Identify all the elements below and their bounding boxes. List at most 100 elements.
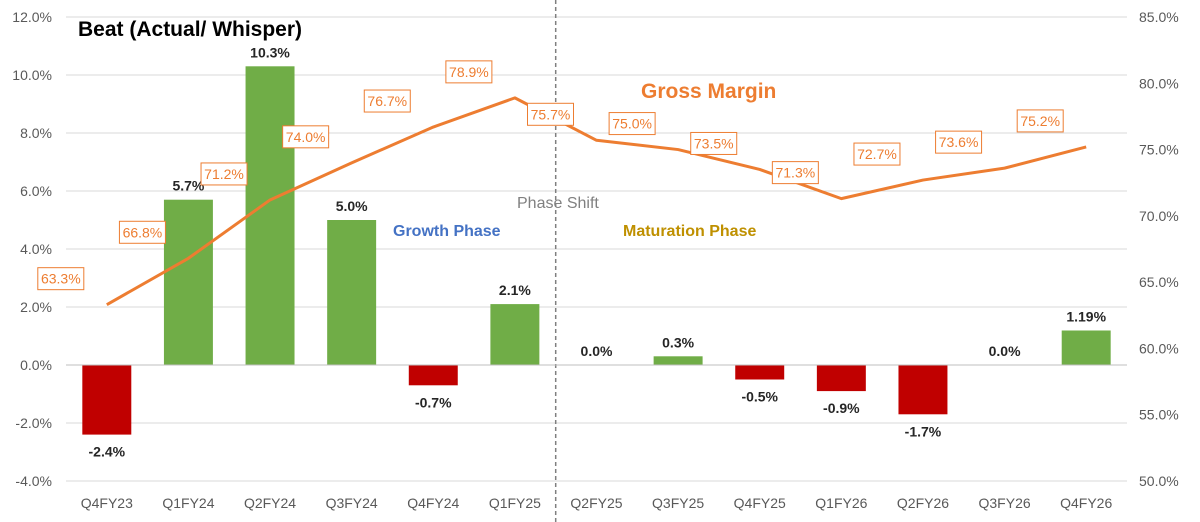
y-left-tick-label: -2.0% — [15, 415, 52, 431]
gross-margin-data-label: 78.9% — [445, 60, 493, 84]
phase-shift-annotation: Phase Shift — [517, 195, 599, 212]
gross-margin-label-box — [363, 89, 411, 113]
beat-bar — [735, 365, 785, 380]
bar-data-label: -0.7% — [415, 394, 452, 410]
x-tick-label: Q4FY23 — [81, 495, 133, 511]
gross-margin-data-label: 76.7% — [363, 89, 411, 113]
gross-margin-data-label: 71.3% — [771, 161, 819, 185]
bar-data-label: -2.4% — [89, 444, 126, 460]
x-tick-label: Q1FY25 — [489, 495, 541, 511]
gross-margin-label-box — [527, 102, 574, 126]
gross-margin-data-label: 73.5% — [690, 131, 738, 155]
y-right-tick-label: 80.0% — [1139, 75, 1179, 91]
beat-bar — [816, 365, 866, 392]
gross-margin-label-text: 76.7% — [367, 93, 407, 109]
bar-data-label: 5.0% — [336, 198, 368, 214]
y-left-tick-label: 4.0% — [20, 241, 52, 257]
gross-margin-data-label: 66.8% — [118, 220, 166, 244]
gross-margin-label-box — [935, 130, 983, 154]
bar-data-label: -0.9% — [823, 400, 860, 416]
y-left-tick-label: 10.0% — [12, 67, 52, 83]
beat-bar — [898, 365, 948, 415]
gross-margin-label-text: 71.3% — [775, 165, 815, 181]
bar-data-label: 1.19% — [1066, 308, 1106, 324]
y-left-tick-label: 12.0% — [12, 9, 52, 25]
x-tick-label: Q1FY24 — [162, 495, 214, 511]
x-tick-label: Q4FY24 — [407, 495, 459, 511]
beat-bar — [1061, 330, 1111, 365]
gross-margin-line — [106, 96, 1087, 306]
x-tick-label: Q3FY26 — [979, 495, 1031, 511]
bar-data-label: 5.7% — [172, 178, 204, 194]
gross-margin-label-box — [200, 162, 248, 186]
x-tick-label: Q4FY25 — [734, 495, 786, 511]
beat-bars — [82, 66, 1111, 435]
gross-margin-label-box — [445, 60, 493, 84]
gross-margin-label-text: 66.8% — [123, 224, 163, 240]
chart-title: Beat (Actual/ Whisper) — [78, 18, 302, 41]
bar-data-label: 0.3% — [662, 334, 694, 350]
y-right-tick-label: 65.0% — [1139, 274, 1179, 290]
y-right-tick-label: 55.0% — [1139, 407, 1179, 423]
gross-margin-label-text: 63.3% — [41, 271, 81, 287]
gross-margin-data-label: 73.6% — [935, 130, 983, 154]
gross-margin-data-label: 75.7% — [527, 102, 574, 126]
gross-margin-label-box — [282, 125, 330, 149]
y-right-tick-label: 75.0% — [1139, 142, 1179, 158]
y-left-tick-label: 6.0% — [20, 183, 52, 199]
beat-bar — [163, 199, 213, 365]
y-right-tick-label: 70.0% — [1139, 208, 1179, 224]
gross-margin-data-label: 75.2% — [1016, 109, 1064, 133]
gross-margin-data-label: 63.3% — [37, 267, 85, 291]
y-left-tick-label: 8.0% — [20, 125, 52, 141]
y-right-tick-label: 85.0% — [1139, 9, 1179, 25]
gross-margin-data-label: 74.0% — [282, 125, 330, 149]
data-labels: -2.4% 5.7% 10.3% 5.0% -0.7% 2.1% 0.0% 0.3% -0.5%… — [37, 44, 1107, 460]
gross-margin-label-text: 73.6% — [939, 134, 979, 150]
gross-margin-label-text: 73.5% — [694, 135, 734, 151]
gross-margin-label-box — [1016, 109, 1064, 133]
gross-margin-data-label: 71.2% — [200, 162, 248, 186]
bar-data-label: -1.7% — [905, 423, 942, 439]
y-left-tick-label: 2.0% — [20, 299, 52, 315]
x-tick-label: Q1FY26 — [815, 495, 867, 511]
gross-margin-annotation: Gross Margin — [641, 80, 776, 103]
bar-data-label: 2.1% — [499, 282, 531, 298]
gross-margin-data-label: 75.0% — [608, 112, 656, 136]
beat-bar — [653, 356, 703, 365]
x-tick-label: Q2FY24 — [244, 495, 296, 511]
gross-margin-label-box — [37, 267, 85, 291]
bar-data-label: 0.0% — [989, 343, 1021, 359]
beat-bar — [82, 365, 132, 435]
gross-margin-label-box — [118, 220, 166, 244]
gross-margin-label-box — [608, 112, 656, 136]
axes: 12.0% 10.0% 8.0% 6.0% 4.0% 2.0% 0.0% -2.0% -4.0%… — [12, 9, 1178, 511]
gross-margin-label-text: 75.0% — [612, 116, 652, 132]
x-tick-label: Q3FY24 — [326, 495, 378, 511]
gross-margin-line-group — [106, 96, 1087, 306]
bar-data-label: 0.0% — [581, 343, 613, 359]
x-tick-label: Q3FY25 — [652, 495, 704, 511]
beat-bar — [408, 365, 458, 386]
gridlines — [66, 16, 1127, 482]
gross-margin-label-text: 74.0% — [286, 129, 326, 145]
beat-bar — [490, 304, 540, 365]
gross-margin-label-text: 71.2% — [204, 166, 244, 182]
y-right-tick-label: 50.0% — [1139, 473, 1179, 489]
gross-margin-label-box — [690, 131, 738, 155]
gross-margin-label-box — [771, 161, 819, 185]
x-tick-label: Q2FY26 — [897, 495, 949, 511]
bar-data-label: 10.3% — [250, 44, 290, 60]
gross-margin-data-label: 72.7% — [853, 142, 901, 166]
gross-margin-label-text: 78.9% — [449, 64, 489, 80]
beat-bar — [245, 66, 295, 366]
gross-margin-label-box — [853, 142, 901, 166]
x-tick-label: Q4FY26 — [1060, 495, 1112, 511]
maturation-phase-annotation: Maturation Phase — [623, 223, 756, 240]
bar-data-label: -0.5% — [741, 389, 778, 405]
gross-margin-label-text: 75.7% — [531, 106, 571, 122]
x-tick-label: Q2FY25 — [570, 495, 622, 511]
gross-margin-label-text: 75.2% — [1020, 113, 1060, 129]
